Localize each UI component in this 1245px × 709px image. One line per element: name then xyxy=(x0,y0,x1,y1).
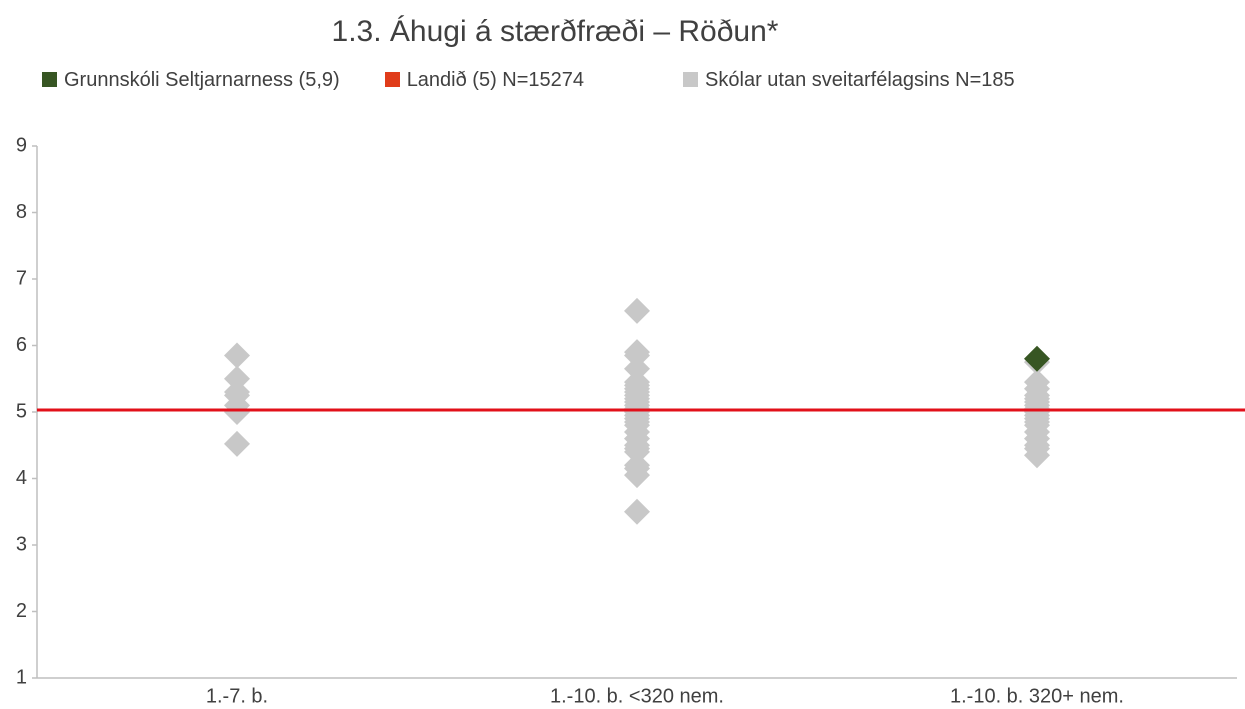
y-tick-label: 4 xyxy=(16,467,27,489)
y-tick-label: 1 xyxy=(16,666,27,688)
legend-label: Landið (5) N=15274 xyxy=(406,69,585,91)
x-tick-label: 1.-7. b. xyxy=(206,685,268,707)
chart-title: 1.3. Áhugi á stærðfræði – Röðun* xyxy=(332,15,779,48)
y-tick-label: 3 xyxy=(16,533,27,555)
x-tick-label: 1.-10. b. 320+ nem. xyxy=(950,685,1124,707)
point xyxy=(224,342,250,369)
legend-label: Skólar utan sveitarfélagsins N=185 xyxy=(705,69,1015,91)
point xyxy=(624,438,650,465)
legend: Grunnskóli Seltjarnarness (5,9) Landið (5… xyxy=(35,63,1185,97)
point xyxy=(624,355,650,382)
y-tick-label: 9 xyxy=(16,134,27,156)
point xyxy=(624,342,650,369)
point xyxy=(624,498,650,525)
legend-marker xyxy=(384,72,400,87)
point xyxy=(224,365,250,392)
legend-marker xyxy=(683,72,699,87)
y-tick-label: 8 xyxy=(16,201,27,223)
y-tick-label: 7 xyxy=(16,267,27,289)
legend-label: Grunnskóli Seltjarnarness (5,9) xyxy=(64,69,340,91)
point xyxy=(224,399,250,425)
point xyxy=(1024,345,1050,372)
point xyxy=(624,462,650,489)
point xyxy=(224,430,250,457)
legend-marker xyxy=(42,72,57,87)
y-tick-label: 2 xyxy=(16,600,27,622)
point xyxy=(1024,442,1050,469)
y-tick-label: 6 xyxy=(16,334,27,356)
x-tick-label: 1.-10. b. <320 nem. xyxy=(550,685,724,707)
point xyxy=(624,297,650,324)
y-tick-label: 5 xyxy=(16,400,27,422)
